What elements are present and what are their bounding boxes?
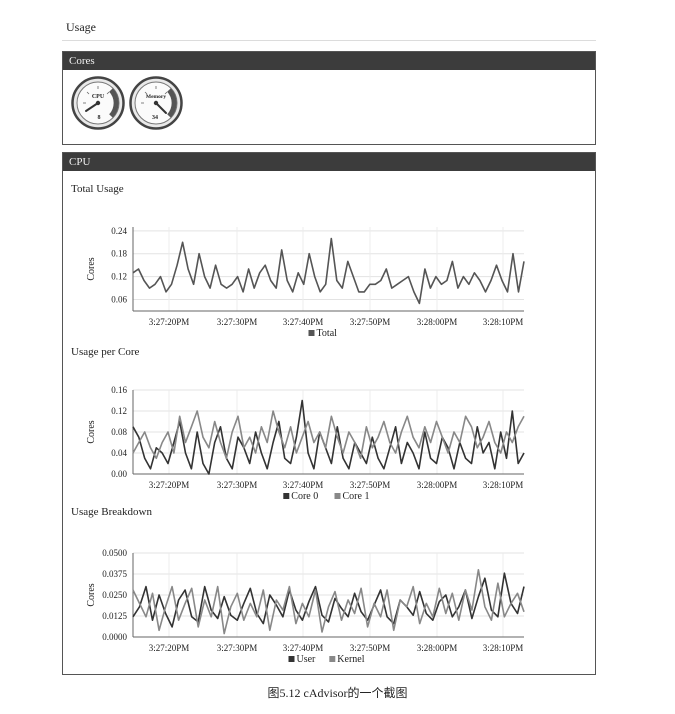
y-tick-label: 0.08 <box>111 427 127 437</box>
x-tick-label: 3:28:10PM <box>483 643 524 653</box>
usage-title: Usage <box>66 20 96 34</box>
y-tick-label: 0.18 <box>111 249 127 259</box>
legend-label: Kernel <box>337 654 364 665</box>
legend-swatch <box>308 330 315 336</box>
y-axis-label: Cores <box>86 420 97 443</box>
cores-panel: Cores CPU 8 Memory 34 <box>62 51 596 145</box>
y-tick-label: 0.06 <box>111 295 127 305</box>
series-line-total <box>132 237 525 305</box>
cpu-panel: CPU Total Usage 0.24 0.18 0.12 0.06 3:27:20P… <box>62 152 596 675</box>
legend-swatch <box>288 656 295 662</box>
legend-label: Core 0 <box>291 491 318 502</box>
usage-per-core-title: Usage per Core <box>71 346 140 358</box>
x-tick-label: 3:27:50PM <box>350 643 391 653</box>
y-axis-label: Cores <box>86 583 97 606</box>
y-tick-label: 0.04 <box>111 448 127 458</box>
y-axis-label: Cores <box>86 257 97 280</box>
memory-gauge-icon: Memory 34 <box>129 76 183 130</box>
x-tick-label: 3:27:30PM <box>217 480 258 490</box>
x-tick-label: 3:28:10PM <box>483 317 524 327</box>
x-tick-label: 3:27:20PM <box>149 317 190 327</box>
x-tick-label: 3:28:00PM <box>417 317 458 327</box>
x-tick-label: 3:27:40PM <box>283 480 324 490</box>
y-tick-label: 0.0375 <box>102 569 127 579</box>
legend-swatch <box>283 493 290 499</box>
y-tick-label: 0.16 <box>111 385 127 395</box>
x-tick-label: 3:27:20PM <box>149 643 190 653</box>
cores-panel-header: Cores <box>63 52 595 70</box>
x-tick-label: 3:27:30PM <box>217 643 258 653</box>
cpu-gauge-value: 8 <box>98 115 101 121</box>
x-tick-label: 3:28:00PM <box>417 480 458 490</box>
legend-label: User <box>297 654 317 665</box>
cpu-panel-header: CPU <box>63 153 595 171</box>
cpu-gauge-label: CPU <box>92 94 105 100</box>
total-usage-chart: 0.24 0.18 0.12 0.06 3:27:20PM 3:27:30PM 3:27:4… <box>86 226 525 339</box>
x-tick-label: 3:27:40PM <box>283 643 324 653</box>
series-line-kernel <box>132 568 525 635</box>
x-tick-label: 3:28:10PM <box>483 480 524 490</box>
cpu-gauge-icon: CPU 8 <box>71 76 125 130</box>
x-tick-label: 3:27:30PM <box>217 317 258 327</box>
legend-swatch <box>334 493 341 499</box>
legend-label: Total <box>317 328 338 339</box>
x-tick-label: 3:27:40PM <box>283 317 324 327</box>
series-line-core-1 <box>132 410 525 460</box>
y-tick-label: 0.12 <box>111 406 127 416</box>
y-tick-label: 0.00 <box>111 469 127 479</box>
x-tick-label: 3:28:00PM <box>417 643 458 653</box>
series-line-user <box>132 572 525 628</box>
legend-label: Core 1 <box>343 491 370 502</box>
memory-gauge-label: Memory <box>146 94 166 100</box>
y-tick-label: 0.24 <box>111 226 127 236</box>
y-tick-label: 0.12 <box>111 272 127 282</box>
x-tick-label: 3:27:50PM <box>350 317 391 327</box>
figure-caption: 图5.12 cAdvisor的一个截图 <box>267 686 408 700</box>
x-tick-label: 3:27:50PM <box>350 480 391 490</box>
usage-divider <box>62 40 596 41</box>
total-usage-title: Total Usage <box>71 183 124 195</box>
usage-breakdown-chart: 0.0500 0.0375 0.0250 0.0125 0.0000 3:27:20PM 3… <box>86 548 525 665</box>
series-line-core-0 <box>132 399 525 475</box>
usage-breakdown-title: Usage Breakdown <box>71 506 152 518</box>
x-tick-label: 3:27:20PM <box>149 480 190 490</box>
legend-swatch <box>329 656 336 662</box>
memory-gauge-value: 34 <box>152 115 158 121</box>
y-tick-label: 0.0250 <box>102 590 127 600</box>
y-tick-label: 0.0000 <box>102 632 127 642</box>
y-tick-label: 0.0125 <box>102 611 127 621</box>
y-tick-label: 0.0500 <box>102 548 127 558</box>
usage-per-core-chart: 0.16 0.12 0.08 0.04 0.00 3:27:20PM 3:27:30PM 3:… <box>86 385 525 502</box>
